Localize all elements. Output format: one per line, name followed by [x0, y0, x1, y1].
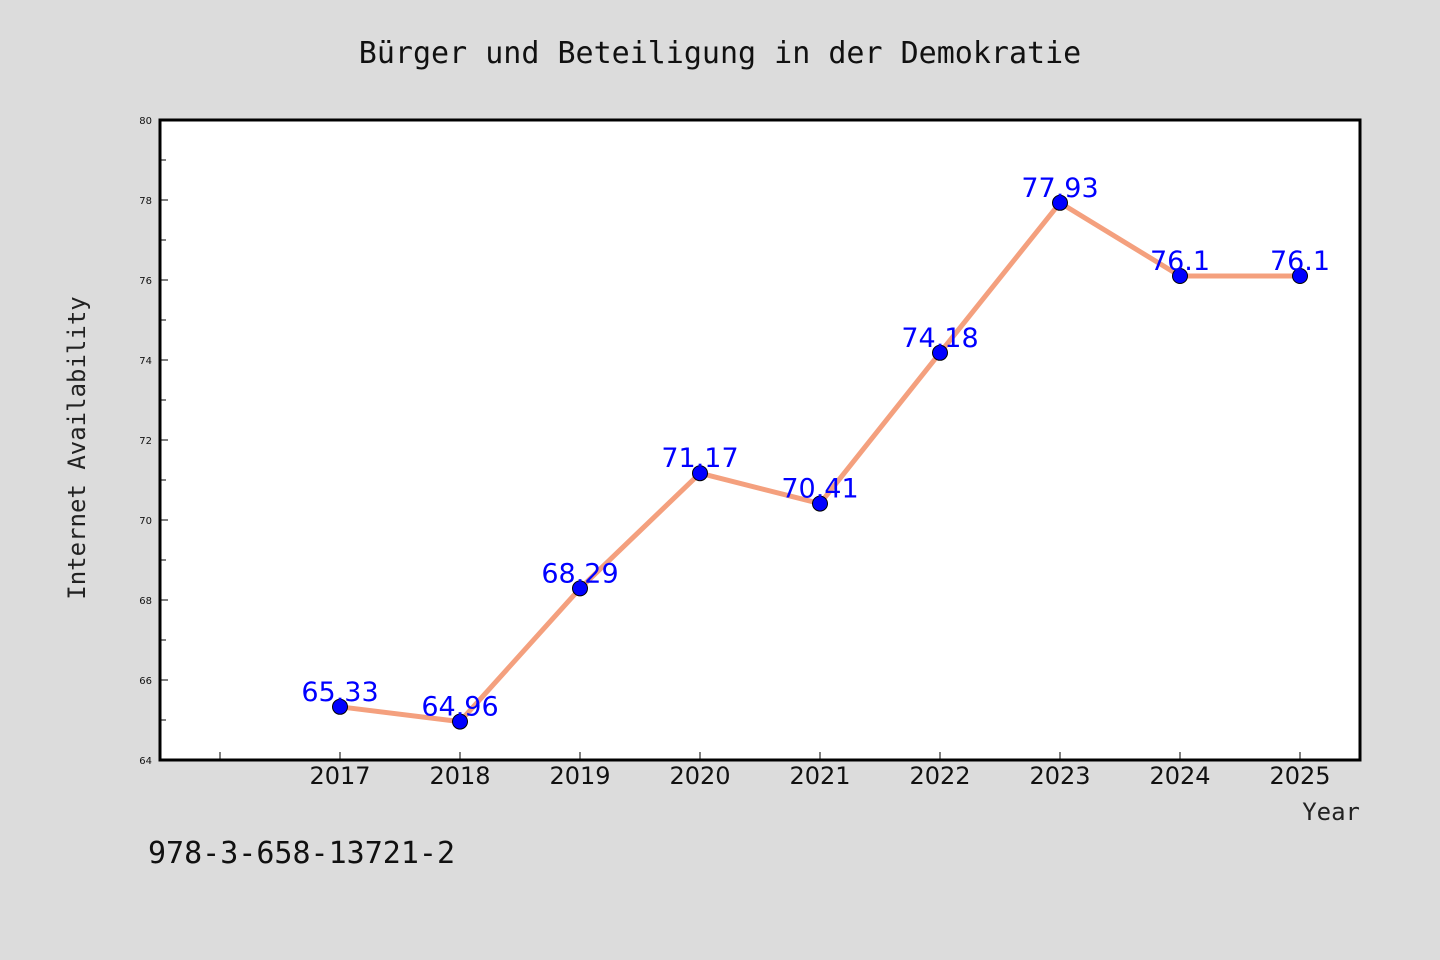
x-axis: 2017 2018 2019 2020 2021 2022 2023 2024 2025	[219, 752, 1331, 790]
data-label: 68.29	[541, 558, 618, 589]
x-tick-label: 2022	[909, 762, 970, 790]
data-label: 64.96	[421, 692, 498, 723]
y-axis: 64 66 68 70 72 74 76 78 80	[139, 116, 168, 767]
x-tick-label: 2023	[1029, 762, 1090, 790]
data-label: 76.1	[1270, 246, 1330, 277]
data-label: 77.93	[1021, 173, 1098, 204]
data-point	[1172, 268, 1188, 284]
y-tick-label: 72	[139, 436, 152, 447]
y-tick-label: 80	[139, 116, 152, 127]
x-tick-label: 2019	[549, 762, 610, 790]
y-axis-label: Internet Availability	[63, 296, 91, 599]
x-tick-label: 2021	[789, 762, 850, 790]
x-axis-label: Year	[1302, 798, 1360, 826]
y-tick-label: 68	[139, 596, 152, 607]
y-tick-label: 64	[139, 756, 152, 767]
plot-area	[158, 118, 1362, 762]
data-label: 70.41	[781, 474, 858, 505]
data-point	[452, 713, 468, 730]
y-tick-label: 70	[139, 516, 152, 527]
y-tick-label: 74	[139, 356, 152, 367]
x-tick-label: 2024	[1149, 762, 1210, 790]
data-label: 76.1	[1150, 246, 1210, 277]
data-point	[932, 344, 948, 361]
data-point	[692, 465, 708, 482]
x-tick-label: 2018	[429, 762, 490, 790]
data-point	[1292, 268, 1308, 284]
chart-title: Bürger und Beteiligung in der Demokratie	[359, 36, 1081, 71]
data-label: 71.17	[661, 443, 738, 474]
data-label: 74.18	[901, 323, 978, 354]
x-tick-label: 2017	[309, 762, 370, 790]
y-tick-label: 76	[139, 276, 152, 287]
data-label: 65.33	[301, 677, 378, 708]
isbn-text: 978-3-658-13721-2	[148, 836, 455, 871]
data-point	[812, 495, 828, 512]
x-tick-label: 2020	[669, 762, 730, 790]
y-tick-label: 78	[139, 196, 152, 207]
data-point	[572, 580, 588, 597]
data-point	[1052, 194, 1068, 211]
x-tick-label: 2025	[1269, 762, 1330, 790]
series-group: 65.33 64.96 68.29 71.17 70.41 74.18 77.93 76.1 7…	[301, 173, 1330, 730]
y-tick-label: 66	[139, 676, 152, 687]
data-point	[332, 698, 348, 715]
